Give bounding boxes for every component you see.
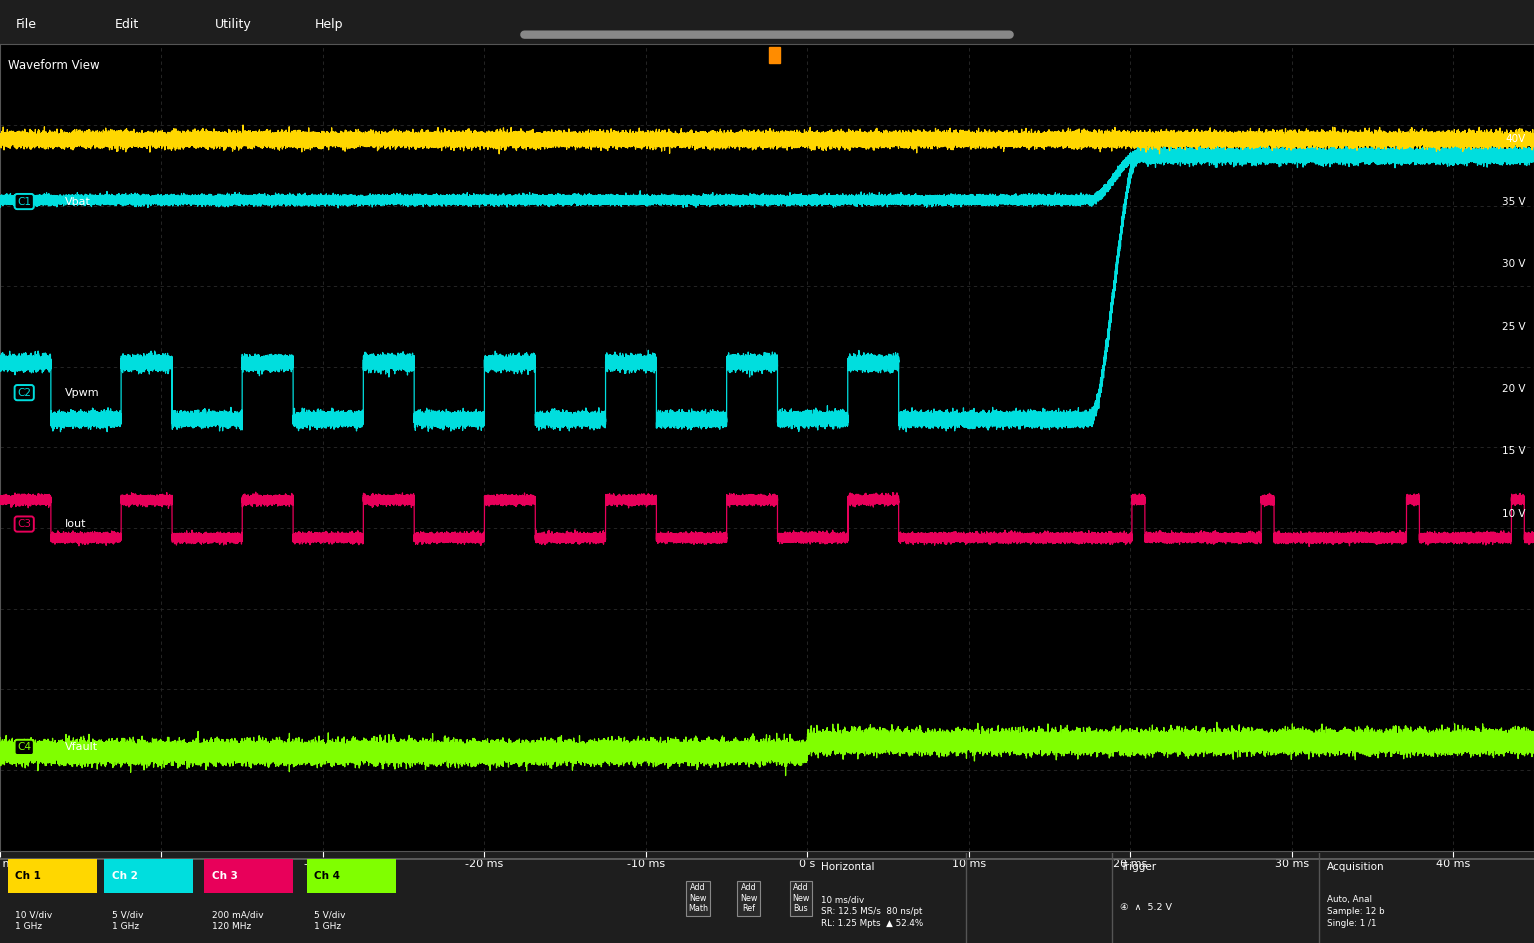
Text: C2: C2 <box>17 388 31 398</box>
Text: Iout: Iout <box>64 519 86 529</box>
Text: Add
New
Math: Add New Math <box>687 884 709 913</box>
Text: Trigger: Trigger <box>1120 862 1157 871</box>
Text: 10 V: 10 V <box>1502 508 1526 519</box>
Text: Ch 4: Ch 4 <box>314 870 341 881</box>
Text: Acquisition: Acquisition <box>1327 862 1385 871</box>
Text: Ch 2: Ch 2 <box>112 870 138 881</box>
Text: ④  ∧  5.2 V: ④ ∧ 5.2 V <box>1120 902 1172 912</box>
Text: C3: C3 <box>17 519 31 529</box>
Text: T: T <box>770 48 779 61</box>
FancyBboxPatch shape <box>8 859 97 893</box>
Text: Vbat: Vbat <box>64 196 91 207</box>
FancyBboxPatch shape <box>104 859 193 893</box>
Text: Add
New
Bus: Add New Bus <box>792 884 810 913</box>
Text: C4: C4 <box>17 742 31 753</box>
Text: C1: C1 <box>17 196 31 207</box>
Text: 10 V/div
1 GHz: 10 V/div 1 GHz <box>15 910 52 931</box>
Text: 40V: 40V <box>1506 135 1526 144</box>
Text: Add
New
Ref: Add New Ref <box>739 884 758 913</box>
Text: Waveform View: Waveform View <box>8 58 100 72</box>
Text: 200 mA/div
120 MHz: 200 mA/div 120 MHz <box>212 910 264 931</box>
Text: Help: Help <box>314 18 344 31</box>
Text: 35 V: 35 V <box>1502 196 1526 207</box>
Text: Horizontal: Horizontal <box>821 862 874 871</box>
Text: Vpwm: Vpwm <box>64 388 100 398</box>
Text: 5 V/div
1 GHz: 5 V/div 1 GHz <box>314 910 347 931</box>
Text: Utility: Utility <box>215 18 252 31</box>
FancyBboxPatch shape <box>307 859 396 893</box>
Text: Ch 1: Ch 1 <box>15 870 41 881</box>
Text: Ch 3: Ch 3 <box>212 870 238 881</box>
Text: 15 V: 15 V <box>1502 446 1526 456</box>
Text: 30 V: 30 V <box>1502 258 1526 269</box>
Text: 10 ms/div
SR: 12.5 MS/s  80 ns/pt
RL: 1.25 Mpts  ▲ 52.4%: 10 ms/div SR: 12.5 MS/s 80 ns/pt RL: 1.2… <box>821 895 923 928</box>
Text: Edit: Edit <box>115 18 140 31</box>
FancyBboxPatch shape <box>204 859 293 893</box>
Text: File: File <box>15 18 37 31</box>
Text: Vfault: Vfault <box>64 742 98 753</box>
Text: 25 V: 25 V <box>1502 322 1526 332</box>
Text: 20 V: 20 V <box>1502 385 1526 394</box>
Text: 5 V/div
1 GHz: 5 V/div 1 GHz <box>112 910 144 931</box>
Text: Auto, Anal
Sample: 12 b
Single: 1 /1: Auto, Anal Sample: 12 b Single: 1 /1 <box>1327 895 1385 928</box>
